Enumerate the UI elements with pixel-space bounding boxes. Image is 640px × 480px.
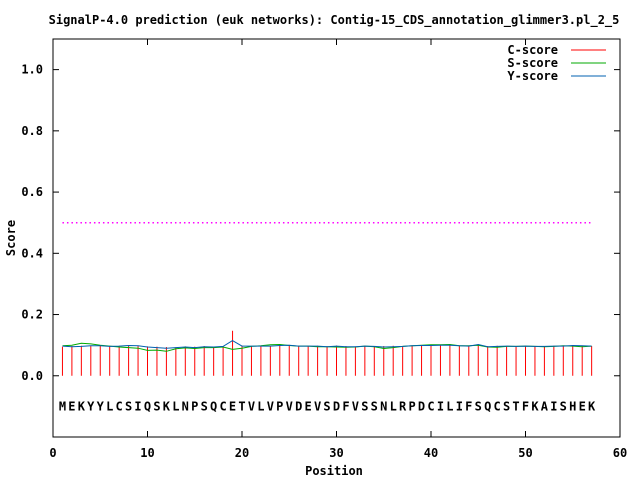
residue-label: Y: [87, 399, 95, 413]
residue-label: S: [560, 399, 567, 413]
y-axis-ticks: 0.0 0.2 0.4 0.6 0.8 1.0: [21, 63, 620, 383]
x-tick-label: 20: [235, 446, 249, 460]
residue-label: C: [116, 399, 123, 413]
residue-label: K: [163, 399, 171, 413]
residue-label: I: [437, 399, 444, 413]
residue-label: L: [390, 399, 397, 413]
residue-label: V: [352, 399, 359, 413]
residue-label: P: [191, 399, 198, 413]
residue-label: I: [134, 399, 141, 413]
residue-label: L: [172, 399, 179, 413]
residue-label: K: [78, 399, 86, 413]
residue-label: V: [267, 399, 274, 413]
residue-label: E: [305, 399, 312, 413]
residue-label: E: [579, 399, 586, 413]
residue-label: D: [333, 399, 340, 413]
y-tick-label: 0.6: [21, 185, 43, 199]
residue-label: S: [371, 399, 378, 413]
y-tick-label: 0.8: [21, 124, 43, 138]
legend-entry-label: S-score: [507, 56, 558, 70]
residue-label: R: [399, 399, 407, 413]
residue-label: S: [361, 399, 368, 413]
residue-label: C: [427, 399, 434, 413]
residue-label: S: [153, 399, 160, 413]
x-tick-label: 50: [518, 446, 532, 460]
residue-label: V: [248, 399, 255, 413]
plot-frame: [52, 38, 621, 438]
residue-label: D: [418, 399, 425, 413]
residue-label: L: [106, 399, 113, 413]
y-tick-label: 0.2: [21, 308, 43, 322]
y-tick-label: 0.4: [21, 246, 43, 260]
residue-label: F: [465, 399, 472, 413]
y-tick-label: 0.0: [21, 369, 43, 383]
residue-label: S: [201, 399, 208, 413]
score-lines: [62, 340, 592, 352]
residue-label: N: [182, 399, 189, 413]
residue-label: Q: [210, 399, 217, 413]
residue-label: P: [276, 399, 283, 413]
legend-entry-label: C-score: [507, 43, 558, 57]
residue-label: Q: [144, 399, 151, 413]
residue-label: S: [503, 399, 510, 413]
residue-label: I: [550, 399, 557, 413]
residue-label: S: [125, 399, 132, 413]
residue-label: V: [286, 399, 293, 413]
residue-label: F: [522, 399, 529, 413]
residue-label: K: [531, 399, 539, 413]
x-axis-label: Position: [305, 464, 363, 478]
residue-label: T: [238, 399, 245, 413]
residue-label: L: [257, 399, 264, 413]
y-score-line: [62, 340, 592, 349]
residue-label: S: [475, 399, 482, 413]
legend-entry-label: Y-score: [507, 69, 558, 83]
residue-label: Y: [97, 399, 105, 413]
residue-label: H: [569, 399, 576, 413]
residue-label: I: [456, 399, 463, 413]
residue-label: P: [408, 399, 415, 413]
chart-title: SignalP-4.0 prediction (euk networks): C…: [49, 13, 620, 28]
y-tick-label: 1.0: [21, 63, 43, 77]
residue-label: K: [588, 399, 596, 413]
y-axis-label: Score: [4, 220, 18, 256]
residue-label: E: [229, 399, 236, 413]
x-axis-ticks: 0 10 20 30 40 50 60: [49, 39, 627, 460]
residue-label: M: [59, 399, 66, 413]
x-tick-label: 40: [424, 446, 438, 460]
residue-label: N: [380, 399, 387, 413]
residue-label: C: [219, 399, 226, 413]
x-tick-label: 60: [613, 446, 627, 460]
c-score-impulses: [61, 330, 593, 376]
residue-label: S: [323, 399, 330, 413]
x-tick-label: 10: [140, 446, 154, 460]
residue-label: A: [541, 399, 549, 413]
x-tick-label: 30: [329, 446, 343, 460]
residue-label: E: [68, 399, 75, 413]
residue-label: V: [314, 399, 321, 413]
x-tick-label: 0: [49, 446, 56, 460]
residue-label: Q: [484, 399, 491, 413]
residue-label: T: [512, 399, 519, 413]
residue-label: L: [446, 399, 453, 413]
residue-label: D: [295, 399, 302, 413]
residue-label: F: [342, 399, 349, 413]
residue-label: C: [494, 399, 501, 413]
